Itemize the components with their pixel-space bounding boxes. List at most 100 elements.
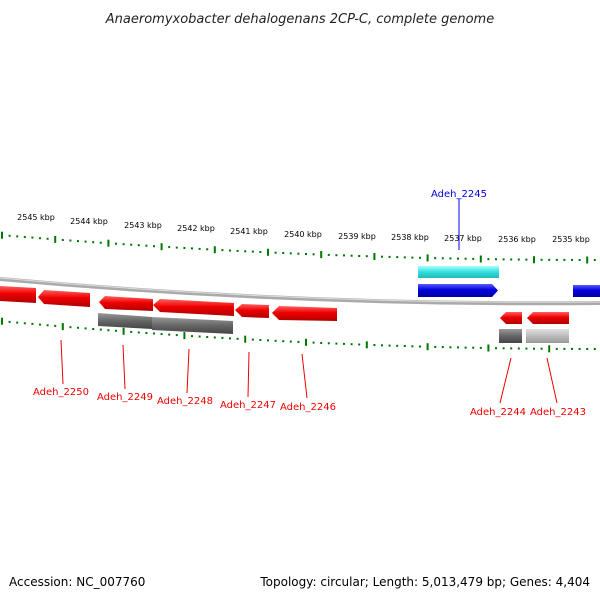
gene-label-adeh-2243[interactable]: Adeh_2243 [530,407,586,418]
gene-adeh-2250[interactable] [38,290,90,307]
minor-tick-mark [555,258,558,261]
reverse-feature-bar[interactable] [152,317,233,334]
gene-adeh-2243[interactable] [527,312,569,324]
tick-label: 2542 kbp [177,224,215,233]
minor-tick-mark [213,336,216,339]
minor-tick-mark [130,243,133,246]
minor-tick-mark [137,244,140,247]
minor-tick-mark [175,334,178,337]
genome-backbone-highlight [0,277,600,303]
minor-tick-mark [39,237,41,240]
major-tick-mark [373,253,376,260]
minor-tick-mark [312,341,315,344]
gene-adeh-2244[interactable] [500,312,522,324]
minor-tick-mark [267,339,269,342]
minor-tick-mark [16,235,19,238]
forward-feature-bar[interactable] [418,266,499,278]
minor-tick-mark [343,254,345,257]
gene-label-adeh-2247[interactable]: Adeh_2247 [220,400,276,411]
minor-tick-mark [510,258,513,261]
major-tick-mark [548,345,551,353]
tick-label: 2536 kbp [498,235,536,244]
minor-tick-mark [335,342,338,345]
minor-tick-mark [23,236,26,238]
minor-tick-mark [487,258,490,261]
tick-label-group: 2545 kbp 2544 kbp 2543 kbp 2542 kbp 2541… [17,213,590,244]
minor-tick-mark [282,252,285,254]
minor-tick-mark [563,347,566,350]
major-tick-mark [107,239,110,247]
minor-tick-mark [381,255,383,258]
minor-tick-mark [510,347,513,350]
tick-label: 2543 kbp [124,221,162,230]
label-leader-line [60,339,64,385]
minor-tick-mark [358,255,361,257]
minor-tick-mark [145,332,148,334]
minor-tick-mark [251,250,254,253]
minor-tick-mark [236,249,239,252]
reverse-feature-bar[interactable] [499,329,522,343]
minor-tick-mark [46,324,49,327]
minor-tick-mark [145,244,148,247]
minor-tick-mark [472,346,475,349]
minor-tick-mark [411,345,414,348]
minor-tick-mark [533,347,535,350]
reverse-feature-bar[interactable] [98,313,152,329]
gene-label-adeh-2249[interactable]: Adeh_2249 [97,392,153,403]
minor-tick-mark [464,257,467,260]
minor-tick-mark [130,330,133,333]
accession-text: Accession: NC_007760 [9,575,145,589]
major-tick-mark [586,256,589,264]
minor-tick-mark [289,252,292,255]
minor-tick-mark [191,335,193,338]
tick-label: 2539 kbp [338,232,376,241]
minor-tick-mark [457,257,459,260]
gene-label-adeh-2246[interactable]: Adeh_2246 [280,402,336,413]
minor-tick-mark [434,257,437,260]
minor-tick-mark [457,346,459,349]
major-tick-mark [267,248,269,256]
minor-tick-mark [358,343,361,346]
gene-adeh-2246[interactable] [272,306,337,321]
major-tick-mark [487,344,490,352]
minor-tick-mark [343,342,345,345]
minor-tick-mark [31,236,34,239]
minor-tick-mark [555,347,558,350]
gene-label-adeh-2248[interactable]: Adeh_2248 [157,396,213,407]
gene-label-adeh-2250[interactable]: Adeh_2250 [33,387,89,398]
tick-label: 2545 kbp [17,213,55,222]
gene-forward-edge[interactable] [573,285,600,297]
minor-tick-mark [350,343,353,346]
minor-tick-mark [297,252,300,255]
gene-adeh-2245[interactable] [418,284,498,297]
gene-adeh-2247[interactable] [235,304,269,318]
minor-tick-mark [441,346,444,349]
gene-adeh-2249[interactable] [99,296,153,311]
minor-tick-mark [525,347,528,350]
minor-tick-mark [365,255,368,258]
minor-tick-mark [16,321,19,324]
minor-tick-mark [229,249,231,252]
minor-tick-mark [221,249,224,252]
minor-tick-mark [449,257,452,260]
gene-label-adeh-2244[interactable]: Adeh_2244 [470,407,526,418]
gene-label-adeh-2245[interactable]: Adeh_2245 [431,189,487,200]
minor-tick-mark [77,326,79,329]
label-leader-line [186,348,190,394]
minor-tick-mark [39,323,41,326]
label-leader-line [122,344,126,390]
minor-tick-mark [31,322,34,325]
tick-label: 2535 kbp [552,235,590,244]
tick-label: 2537 kbp [444,234,482,243]
major-tick-mark [183,332,186,340]
minor-tick-mark [403,256,406,259]
minor-tick-mark [388,255,391,258]
label-leader-line [247,351,250,398]
gene-adeh-2248[interactable] [153,299,234,316]
minor-tick-mark [251,338,254,341]
minor-tick-mark [69,239,72,242]
reverse-feature-bar[interactable] [526,329,569,343]
minor-tick-mark [373,344,376,346]
gene-adeh-2250-a[interactable] [0,286,36,303]
